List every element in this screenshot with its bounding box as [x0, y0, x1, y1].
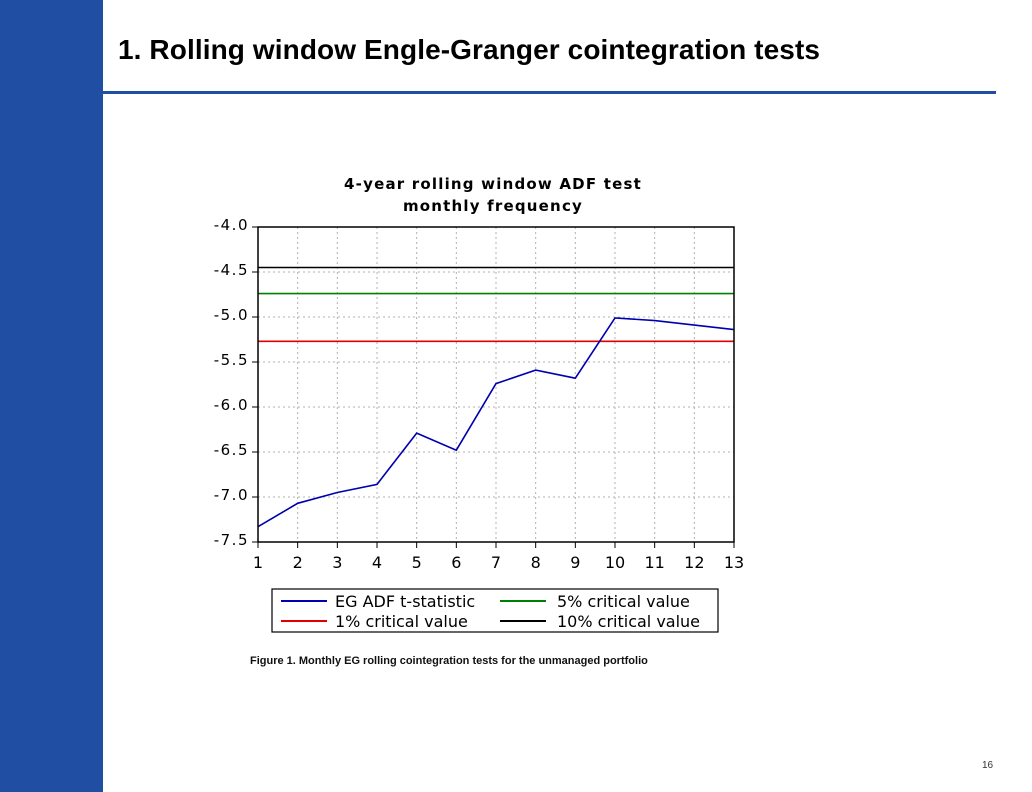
series-line-eg-adf-t-statistic [257, 317, 735, 528]
legend-label: 10% critical value [557, 612, 700, 631]
x-tick-label: 2 [293, 553, 303, 572]
figure-caption: Figure 1. Monthly EG rolling cointegrati… [250, 655, 648, 667]
x-tick-label: 9 [570, 553, 580, 572]
slide-title: 1. Rolling window Engle-Granger cointegr… [118, 34, 821, 65]
x-tick-label: 4 [372, 553, 382, 572]
y-tick-label: -5.5 [214, 351, 249, 369]
legend-box [271, 588, 719, 633]
x-tick-label: 6 [451, 553, 461, 572]
y-tick-label: -4.5 [214, 261, 249, 279]
y-tick-label: -7.0 [214, 486, 249, 504]
plot-frame [257, 226, 735, 543]
y-tick-label: -7.5 [214, 531, 249, 549]
x-tick-label: 11 [644, 553, 664, 572]
legend-label: 1% critical value [335, 612, 468, 631]
y-tick-label: -4.0 [214, 216, 249, 234]
chart-title-line-1: 4-year rolling window ADF test [344, 175, 642, 193]
x-tick-label: 12 [684, 553, 704, 572]
legend-label: EG ADF t-statistic [335, 592, 475, 611]
title-rule [103, 91, 996, 94]
side-accent-bar [0, 0, 103, 792]
x-tick-label: 3 [332, 553, 342, 572]
legend: EG ADF t-statistic 5% critical value 1% cr… [271, 588, 719, 633]
y-tick-label: -6.0 [214, 396, 249, 414]
axis-ticks: -4.0-4.5-5.0-5.5-6.0-6.5-7.0-7.51 2 3 4 5 6 7 8… [214, 216, 744, 572]
page-number: 16 [982, 760, 994, 771]
series-group [257, 266, 735, 528]
chart-title-line-2: monthly frequency [403, 197, 583, 215]
y-tick-label: -5.0 [214, 306, 249, 324]
x-tick-label: 5 [412, 553, 422, 572]
x-tick-label: 1 [253, 553, 263, 572]
x-tick-label: 7 [491, 553, 501, 572]
title-rule-left [36, 89, 103, 91]
x-tick-label: 8 [531, 553, 541, 572]
legend-label: 5% critical value [557, 592, 690, 611]
x-tick-label: 13 [724, 553, 744, 572]
x-tick-label: 10 [605, 553, 625, 572]
y-tick-label: -6.5 [214, 441, 249, 459]
